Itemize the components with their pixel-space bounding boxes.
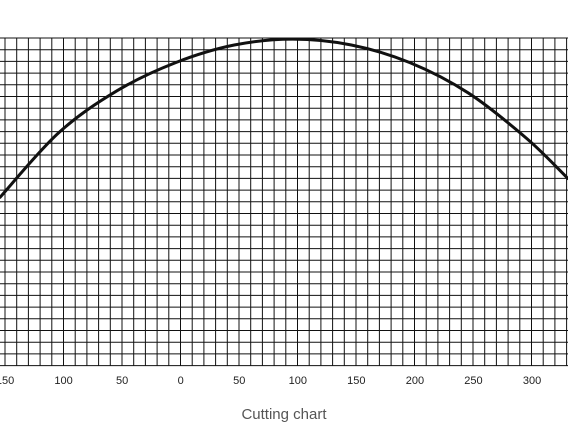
x-tick-label: 100: [289, 375, 307, 387]
x-axis-ticks: 150 100 50 0 50 100 150 200 250 300: [0, 375, 541, 387]
series-line: [0, 37, 568, 199]
x-tick-label: 150: [347, 375, 365, 387]
x-tick-label: 50: [233, 375, 245, 387]
x-tick-label: 150: [0, 375, 14, 387]
x-tick-label: 0: [178, 375, 184, 387]
curve-layer: [0, 37, 568, 199]
grid: [0, 37, 568, 367]
chart-caption: Cutting chart: [241, 406, 327, 423]
x-tick-label: 50: [116, 375, 128, 387]
x-tick-label: 100: [54, 375, 72, 387]
x-tick-label: 300: [523, 375, 541, 387]
x-tick-label: 250: [464, 375, 482, 387]
x-tick-label: 200: [406, 375, 424, 387]
